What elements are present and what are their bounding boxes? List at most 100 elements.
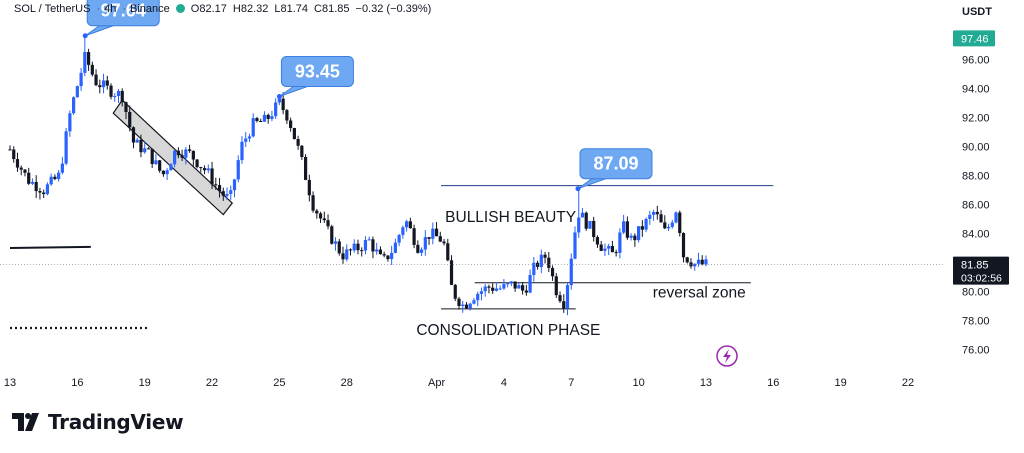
candle-body bbox=[292, 128, 296, 140]
candle-body bbox=[610, 246, 615, 253]
candle bbox=[337, 238, 341, 256]
candle-body bbox=[513, 281, 517, 289]
channel-shape bbox=[112, 99, 234, 216]
candle-body bbox=[550, 267, 555, 277]
annotation-label: CONSOLIDATION PHASE bbox=[416, 322, 600, 339]
candle-body bbox=[670, 222, 674, 227]
symbol-name[interactable]: SOL / TetherUS bbox=[14, 3, 91, 15]
annotation-label: BULLISH BEAUTY bbox=[445, 209, 576, 226]
candle-body bbox=[397, 234, 401, 243]
lightning-bolt bbox=[723, 349, 731, 363]
candle bbox=[352, 239, 356, 253]
candle bbox=[659, 209, 663, 223]
callout-pointer bbox=[577, 178, 607, 190]
candle-body bbox=[202, 168, 207, 171]
candle-body bbox=[539, 254, 543, 267]
candle-body bbox=[176, 150, 180, 156]
candle-body bbox=[603, 248, 607, 251]
x-tick-label: 7 bbox=[568, 377, 574, 389]
candle bbox=[408, 217, 412, 229]
lightning-icon[interactable] bbox=[716, 345, 738, 367]
candle bbox=[191, 150, 195, 166]
candle bbox=[38, 187, 42, 200]
callout-97.64: 97.64 bbox=[82, 0, 160, 39]
callout-box bbox=[579, 148, 653, 180]
candle-body bbox=[588, 220, 592, 229]
candle-body bbox=[75, 86, 79, 98]
candle bbox=[68, 110, 72, 137]
interval[interactable]: 4h bbox=[104, 3, 117, 15]
candle-body bbox=[105, 80, 109, 86]
candle-body bbox=[12, 149, 16, 160]
candle bbox=[655, 205, 659, 220]
candle bbox=[476, 291, 480, 307]
candle-body bbox=[528, 274, 532, 293]
candle bbox=[270, 110, 274, 122]
candle-body bbox=[506, 283, 510, 285]
candle bbox=[595, 235, 600, 248]
candle bbox=[442, 238, 446, 246]
candle bbox=[300, 145, 304, 160]
candle bbox=[543, 251, 547, 264]
y-tick-label: 84.00 bbox=[962, 229, 990, 241]
candle bbox=[674, 211, 678, 224]
candle-body bbox=[195, 159, 199, 168]
candle bbox=[457, 296, 461, 310]
candle bbox=[401, 225, 405, 239]
candle bbox=[131, 126, 136, 149]
candle bbox=[521, 281, 525, 295]
candle-body bbox=[468, 303, 472, 309]
candle bbox=[378, 246, 383, 255]
y-tick-label: 88.00 bbox=[962, 171, 990, 183]
candle bbox=[57, 170, 61, 182]
candle-body bbox=[158, 160, 162, 171]
tradingview-logo-icon bbox=[12, 413, 39, 431]
candle bbox=[528, 269, 532, 294]
candle bbox=[266, 113, 270, 124]
candle-body bbox=[704, 259, 708, 265]
candle bbox=[116, 88, 121, 103]
candle bbox=[244, 132, 248, 148]
candle-body bbox=[221, 191, 225, 196]
candle-body bbox=[113, 96, 117, 98]
candle-body bbox=[390, 252, 394, 260]
callout-point bbox=[575, 186, 581, 192]
candle bbox=[105, 75, 109, 90]
candle bbox=[689, 258, 693, 269]
candle-body bbox=[595, 237, 600, 245]
candle-body bbox=[356, 243, 360, 251]
candle-body bbox=[86, 52, 91, 65]
tradingview-brand: TradingView bbox=[12, 410, 184, 434]
candle-body bbox=[562, 301, 566, 309]
candle-body bbox=[19, 167, 23, 170]
x-tick-label: 19 bbox=[835, 377, 847, 389]
candle bbox=[360, 247, 364, 257]
axis-price-label: 97.46 bbox=[953, 30, 995, 47]
currency-label[interactable]: USDT bbox=[962, 6, 992, 18]
candle-body bbox=[210, 168, 214, 185]
candle-body bbox=[303, 156, 308, 180]
callout-box bbox=[280, 55, 354, 87]
candle bbox=[449, 255, 454, 285]
candle-body bbox=[494, 288, 499, 291]
candle-body bbox=[375, 249, 379, 252]
candle-body bbox=[262, 114, 267, 122]
candle-body bbox=[558, 295, 562, 302]
candle bbox=[622, 214, 626, 235]
candle-body bbox=[419, 249, 424, 253]
candle-body bbox=[700, 259, 704, 265]
candle bbox=[637, 226, 641, 243]
candle bbox=[109, 83, 113, 100]
y-tick-label: 94.00 bbox=[962, 84, 990, 96]
candle bbox=[296, 135, 300, 150]
callout-text: 87.09 bbox=[593, 154, 638, 174]
callout-point bbox=[82, 33, 88, 39]
candle-body bbox=[678, 212, 682, 234]
callout-87.09: 87.09 bbox=[575, 148, 653, 192]
callout-pointer bbox=[84, 25, 114, 37]
candle bbox=[143, 142, 147, 154]
candle-body bbox=[180, 155, 184, 158]
candle-body bbox=[101, 80, 106, 88]
candle-body bbox=[476, 293, 480, 301]
